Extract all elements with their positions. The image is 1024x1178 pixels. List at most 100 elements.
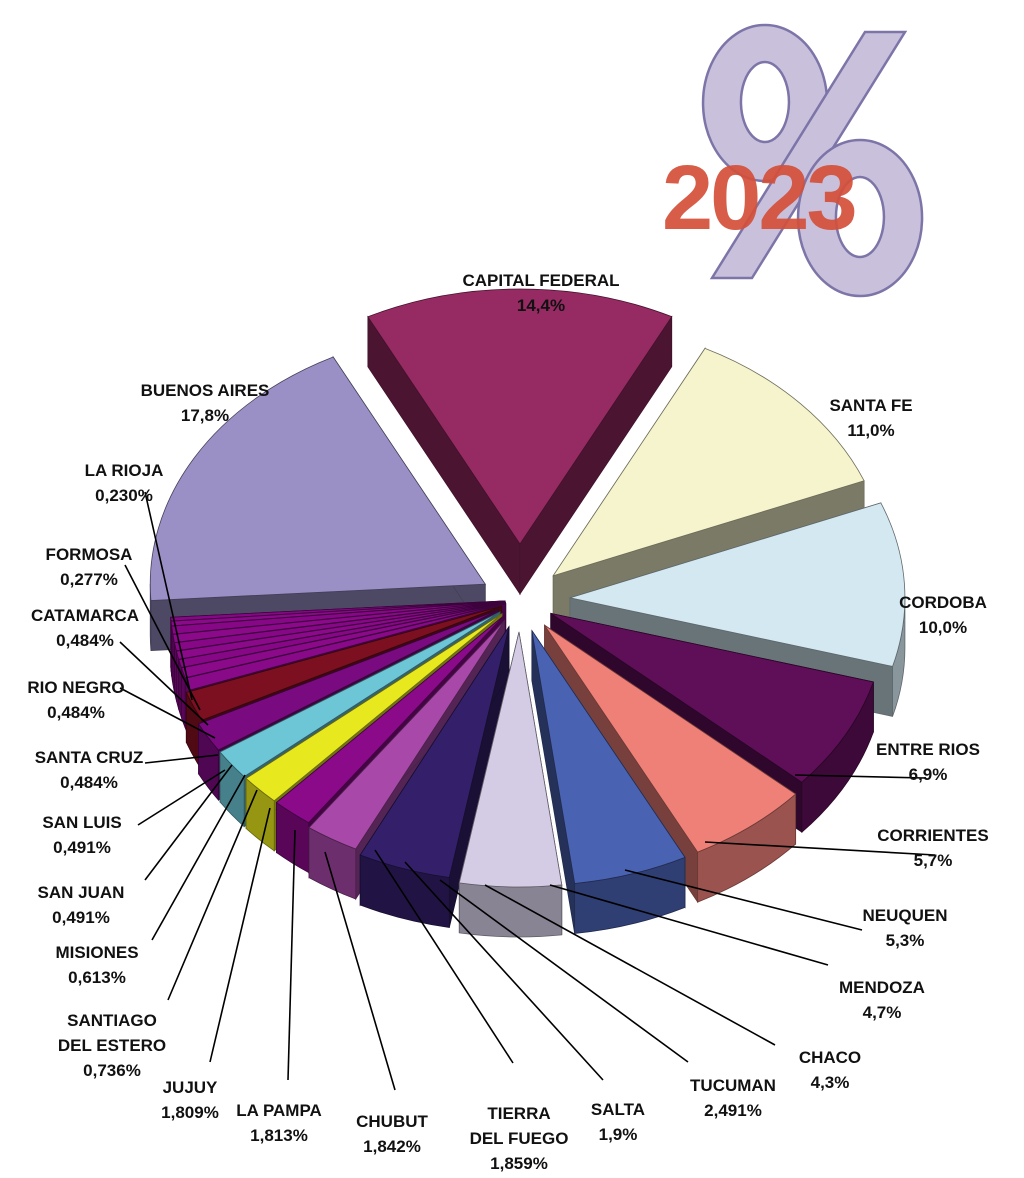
slice-top: [197, 609, 499, 751]
slice-name: BUENOS AIRES: [140, 381, 270, 400]
slice-name: DEL ESTERO: [57, 1036, 167, 1055]
slice-name: FORMOSA: [45, 545, 133, 564]
data-label: LA RIOJA 0,230%: [85, 458, 164, 508]
slice-name: CORRIENTES: [877, 826, 989, 845]
data-label: MENDOZA 4,7%: [839, 975, 925, 1025]
data-label: LA PAMPA 1,813%: [236, 1098, 322, 1148]
slice-value: 5,3%: [885, 931, 925, 950]
year-title: 2023: [662, 147, 858, 249]
leader-line: [549, 884, 829, 966]
slice-value: 0,484%: [47, 703, 105, 722]
leader-line: [137, 769, 226, 826]
slice-name: TIERRA: [487, 1104, 551, 1123]
slice-top: [531, 630, 686, 884]
slice-value: 0,230%: [95, 486, 153, 505]
leader-line: [794, 774, 926, 779]
slice-value: 1,813%: [250, 1126, 308, 1145]
slice-top: [275, 615, 505, 824]
slice-name: SANTA FE: [829, 396, 913, 415]
data-label: BUENOS AIRES 17,8%: [141, 378, 270, 428]
slice-name: CAPITAL FEDERAL: [462, 271, 620, 290]
slice-outer-wall: [458, 882, 563, 938]
percent-lower-ring: [796, 138, 924, 298]
data-label: SALTA 1,9%: [591, 1097, 645, 1147]
slice-value: 4,3%: [810, 1073, 850, 1092]
leader-line: [439, 879, 689, 1063]
percent-sign-graphic: [701, 23, 924, 298]
slice-name: SANTIAGO: [67, 1011, 157, 1030]
slice-value: 14,4%: [516, 296, 566, 315]
percent-slash: [709, 30, 908, 280]
data-label: CORDOBA 10,0%: [899, 590, 987, 640]
data-label: CAPITAL FEDERAL 14,4%: [462, 268, 619, 318]
slice-value: 2,491%: [704, 1101, 762, 1120]
slice-name: CHUBUT: [356, 1112, 428, 1131]
leader-line: [324, 851, 396, 1091]
data-label: SANTIAGO DEL ESTERO 0,736%: [58, 1008, 166, 1083]
leader-line: [144, 754, 219, 764]
pie-slice-capital-federal: [367, 288, 673, 596]
slice-name: CHACO: [798, 1048, 862, 1067]
leader-line: [144, 764, 233, 881]
data-label: JUJUY 1,809%: [161, 1075, 219, 1125]
slice-name: JUJUY: [162, 1078, 218, 1097]
data-label: RIO NEGRO 0,484%: [27, 675, 124, 725]
slice-outer-wall: [176, 651, 180, 710]
slice-top: [367, 288, 673, 545]
slice-top: [568, 502, 906, 667]
slice-name: MENDOZA: [839, 978, 925, 997]
data-label: SANTA FE 11,0%: [829, 393, 912, 443]
data-label: TIERRA DEL FUEGO 1,859%: [470, 1101, 569, 1176]
slice-name: LA PAMPA: [236, 1101, 322, 1120]
data-label: CHUBUT 1,842%: [356, 1109, 428, 1159]
slice-value: 17,8%: [180, 406, 230, 425]
slice-value: 1,809%: [161, 1103, 219, 1122]
slice-value: 6,9%: [908, 765, 948, 784]
slice-name: CORDOBA: [899, 593, 987, 612]
data-label: CORRIENTES 5,7%: [877, 823, 988, 873]
slice-value: 10,0%: [918, 618, 968, 637]
leader-line: [704, 841, 936, 856]
data-label: CATAMARCA 0,484%: [31, 603, 139, 653]
slice-top: [552, 347, 865, 577]
slice-name: MISIONES: [55, 943, 139, 962]
leader-line: [119, 641, 209, 726]
slice-top: [245, 613, 503, 802]
slice-value: 1,859%: [490, 1154, 548, 1173]
slice-value: 11,0%: [847, 421, 895, 440]
percent-watermark-icon: [701, 23, 924, 298]
slice-value: 0,277%: [60, 570, 118, 589]
slice-top: [359, 626, 510, 878]
slice-top: [308, 620, 505, 850]
data-label: ENTRE RIOS 6,9%: [876, 737, 980, 787]
leader-line: [144, 491, 193, 701]
slice-name: DEL FUEGO: [469, 1129, 569, 1148]
leader-line: [167, 789, 258, 1001]
pie-slice-mendoza: [458, 631, 563, 938]
data-label: SAN LUIS 0,491%: [42, 810, 121, 860]
data-label: FORMOSA 0,277%: [46, 542, 133, 592]
slice-name: SAN LUIS: [42, 813, 122, 832]
slice-name: SANTA CRUZ: [34, 748, 144, 767]
leader-line: [151, 774, 246, 941]
slice-value: 0,736%: [83, 1061, 141, 1080]
pie-slice-neuquen: [531, 629, 686, 934]
slice-name: SAN JUAN: [37, 883, 125, 902]
slice-name: LA RIOJA: [84, 461, 164, 480]
slice-value: 0,484%: [60, 773, 118, 792]
data-label: NEUQUEN 5,3%: [862, 903, 947, 953]
data-label: SANTA CRUZ 0,484%: [35, 745, 144, 795]
slice-top: [178, 602, 506, 669]
slice-name: NEUQUEN: [862, 906, 948, 925]
slice-name: TUCUMAN: [690, 1076, 776, 1095]
leader-line: [374, 849, 514, 1064]
leader-line: [209, 807, 271, 1063]
slice-name: SALTA: [590, 1100, 646, 1119]
slice-top: [180, 602, 506, 679]
slice-name: ENTRE RIOS: [876, 740, 980, 759]
slice-value: 0,484%: [56, 631, 114, 650]
data-label: MISIONES 0,613%: [55, 940, 138, 990]
data-label: TUCUMAN 2,491%: [690, 1073, 776, 1123]
